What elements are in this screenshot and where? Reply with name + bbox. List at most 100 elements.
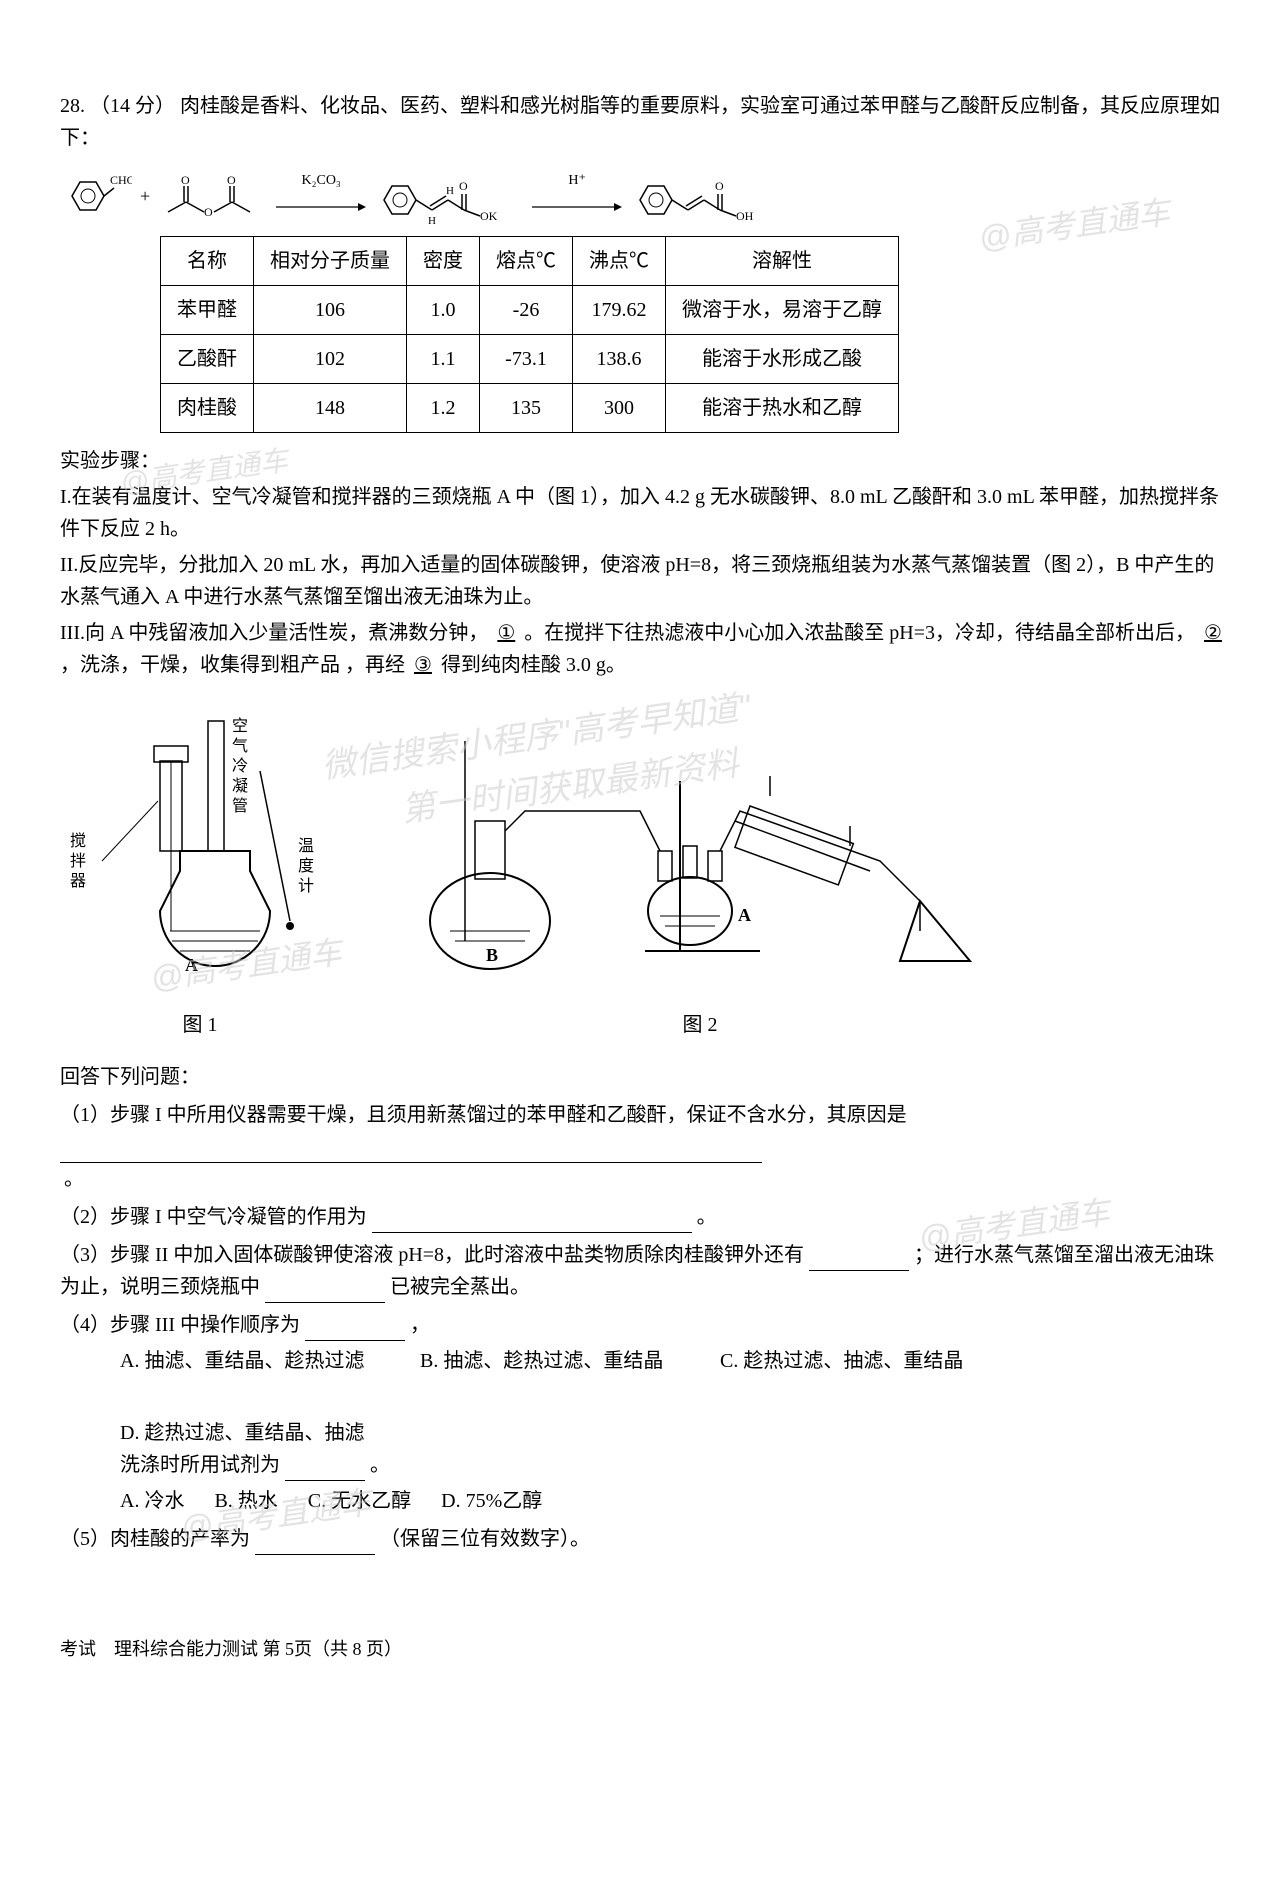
svg-text:OH: OH <box>736 209 754 223</box>
step-1: I.在装有温度计、空气冷凝管和搅拌器的三颈烧瓶 A 中（图 1），加入 4.2 … <box>60 481 1230 545</box>
figures-container: 搅 拌 器 空 气 冷 凝 管 温 度 计 A 图 1 B <box>60 701 1230 1041</box>
svg-text:H: H <box>446 185 454 197</box>
figure-2-label: 图 2 <box>380 1009 1020 1041</box>
cell: 能溶于水形成乙酸 <box>666 335 899 384</box>
cinnamate-salt-structure: O OK H H <box>374 166 524 226</box>
q2-text: （2）步骤 I 中空气冷凝管的作用为 <box>60 1206 367 1228</box>
blank-line <box>60 1135 762 1163</box>
cell: 微溶于水，易溶于乙醇 <box>666 286 899 335</box>
question-5: （5）肉桂酸的产率为 （保留三位有效数字）。 <box>60 1523 1230 1555</box>
question-4: （4）步骤 III 中操作顺序为 ， <box>60 1309 1230 1341</box>
table-row: 乙酸酐 102 1.1 -73.1 138.6 能溶于水形成乙酸 <box>161 335 899 384</box>
blank-2: ② <box>1200 622 1226 644</box>
svg-text:H: H <box>428 215 436 226</box>
q4-sub-end: 。 <box>370 1454 390 1476</box>
option-a: A. 抽滤、重结晶、趁热过滤 <box>120 1345 380 1377</box>
table-header: 溶解性 <box>666 237 899 286</box>
svg-text:O: O <box>181 173 190 187</box>
page-footer: 考试 理科综合能力测试 第 5页（共 8 页） <box>60 1635 1230 1664</box>
svg-text:冷: 冷 <box>232 757 248 775</box>
blank-line <box>305 1317 405 1341</box>
table-row: 苯甲醛 106 1.0 -26 179.62 微溶于水，易溶于乙醇 <box>161 286 899 335</box>
svg-text:A: A <box>185 955 198 975</box>
q3-end: 已被完全蒸出。 <box>390 1276 530 1298</box>
q3-pre: （3）步骤 II 中加入固体碳酸钾使溶液 pH=8，此时溶液中盐类物质除肉桂酸钾… <box>60 1244 804 1266</box>
option-d: D. 趁热过滤、重结晶、抽滤 <box>120 1417 380 1449</box>
q4-options: A. 抽滤、重结晶、趁热过滤 B. 抽滤、趁热过滤、重结晶 C. 趁热过滤、抽滤… <box>120 1345 1230 1449</box>
blank-3: ③ <box>410 654 436 676</box>
step3-mid2: ，洗涤，干燥，收集得到粗产品 ，再经 <box>60 654 405 676</box>
step3-mid1: 。在搅拌下往热滤液中小心加入浓盐酸至 pH=3，冷却，待结晶全部析出后， <box>524 622 1195 644</box>
figure-1-label: 图 1 <box>60 1009 340 1041</box>
question-points: （14 分） <box>90 95 175 117</box>
blank-line <box>255 1531 375 1555</box>
option-a: A. 冷水 <box>120 1485 184 1517</box>
blank-1: ① <box>493 622 519 644</box>
svg-text:拌: 拌 <box>70 852 86 870</box>
q4-header: （4）步骤 III 中操作顺序为 <box>60 1314 300 1336</box>
q5-pre: （5）肉桂酸的产率为 <box>60 1528 250 1550</box>
question-intro: 28. （14 分） 肉桂酸是香料、化妆品、医药、塑料和感光树脂等的重要原料，实… <box>60 90 1230 154</box>
question-text: 肉桂酸是香料、化妆品、医药、塑料和感光树脂等的重要原料，实验室可通过苯甲醛与乙酸… <box>60 95 1220 149</box>
svg-text:器: 器 <box>70 872 86 890</box>
cell: -26 <box>480 286 573 335</box>
blank-line <box>265 1279 385 1303</box>
cell: 148 <box>254 384 407 433</box>
option-b: B. 热水 <box>214 1485 277 1517</box>
q1-text: （1）步骤 I 中所用仪器需要干燥，且须用新蒸馏过的苯甲醛和乙酸酐，保证不含水分… <box>60 1104 907 1126</box>
reagent-label: K₂CO₃ <box>276 170 366 192</box>
table-header: 密度 <box>407 237 480 286</box>
option-b: B. 抽滤、趁热过滤、重结晶 <box>420 1345 680 1377</box>
figure-1: 搅 拌 器 空 气 冷 凝 管 温 度 计 A 图 1 <box>60 701 340 1041</box>
q4-sub-options: A. 冷水 B. 热水 C. 无水乙醇 D. 75%乙醇 <box>120 1485 1230 1517</box>
reaction-scheme: CHO + O O O K₂CO₃ <box>60 166 1230 226</box>
cell: 106 <box>254 286 407 335</box>
figure-2: B A 图 2 <box>380 701 1020 1041</box>
svg-text:气: 气 <box>232 737 248 755</box>
option-c: C. 趁热过滤、抽滤、重结晶 <box>720 1345 980 1377</box>
cell: 1.1 <box>407 335 480 384</box>
svg-text:计: 计 <box>298 877 314 895</box>
cell: 能溶于热水和乙醇 <box>666 384 899 433</box>
svg-text:温: 温 <box>298 837 314 855</box>
svg-text:B: B <box>486 945 498 965</box>
option-c: C. 无水乙醇 <box>308 1485 411 1517</box>
cell: 300 <box>573 384 666 433</box>
svg-text:O: O <box>204 205 213 219</box>
table-header: 名称 <box>161 237 254 286</box>
reagent-label: H⁺ <box>532 170 622 192</box>
blank-line <box>809 1247 909 1271</box>
question-3: （3）步骤 II 中加入固体碳酸钾使溶液 pH=8，此时溶液中盐类物质除肉桂酸钾… <box>60 1239 1230 1303</box>
svg-text:OK: OK <box>480 209 498 223</box>
svg-text:O: O <box>459 179 468 193</box>
cell: 1.2 <box>407 384 480 433</box>
svg-text:O: O <box>715 179 724 193</box>
cell: 102 <box>254 335 407 384</box>
blank-line <box>285 1457 365 1481</box>
question-number: 28 <box>60 95 80 117</box>
step3-end: 得到纯肉桂酸 3.0 g。 <box>441 654 626 676</box>
svg-text:CHO: CHO <box>110 173 132 187</box>
svg-text:O: O <box>227 173 236 187</box>
cell: 肉桂酸 <box>161 384 254 433</box>
cinnamic-acid-structure: O OH <box>630 166 780 226</box>
questions-header: 回答下列问题： <box>60 1061 1230 1093</box>
svg-text:管: 管 <box>232 797 248 815</box>
q1-end: 。 <box>64 1168 84 1190</box>
stirrer-label: 搅 <box>70 832 86 850</box>
step3-pre: III.向 A 中残留液加入少量活性炭，煮沸数分钟， <box>60 622 488 644</box>
table-header: 熔点℃ <box>480 237 573 286</box>
cell: 苯甲醛 <box>161 286 254 335</box>
cell: 138.6 <box>573 335 666 384</box>
table-header: 相对分子质量 <box>254 237 407 286</box>
q5-end: （保留三位有效数字）。 <box>380 1528 590 1550</box>
q2-end: 。 <box>697 1206 717 1228</box>
blank-line <box>372 1209 692 1233</box>
benzaldehyde-structure: CHO <box>60 170 132 222</box>
svg-text:A: A <box>738 905 751 925</box>
step-2: II.反应完毕，分批加入 20 mL 水，再加入适量的固体碳酸钾，使溶液 pH=… <box>60 549 1230 613</box>
svg-text:度: 度 <box>298 857 314 875</box>
cell: 135 <box>480 384 573 433</box>
cell: 1.0 <box>407 286 480 335</box>
acetic-anhydride-structure: O O O <box>158 170 268 222</box>
